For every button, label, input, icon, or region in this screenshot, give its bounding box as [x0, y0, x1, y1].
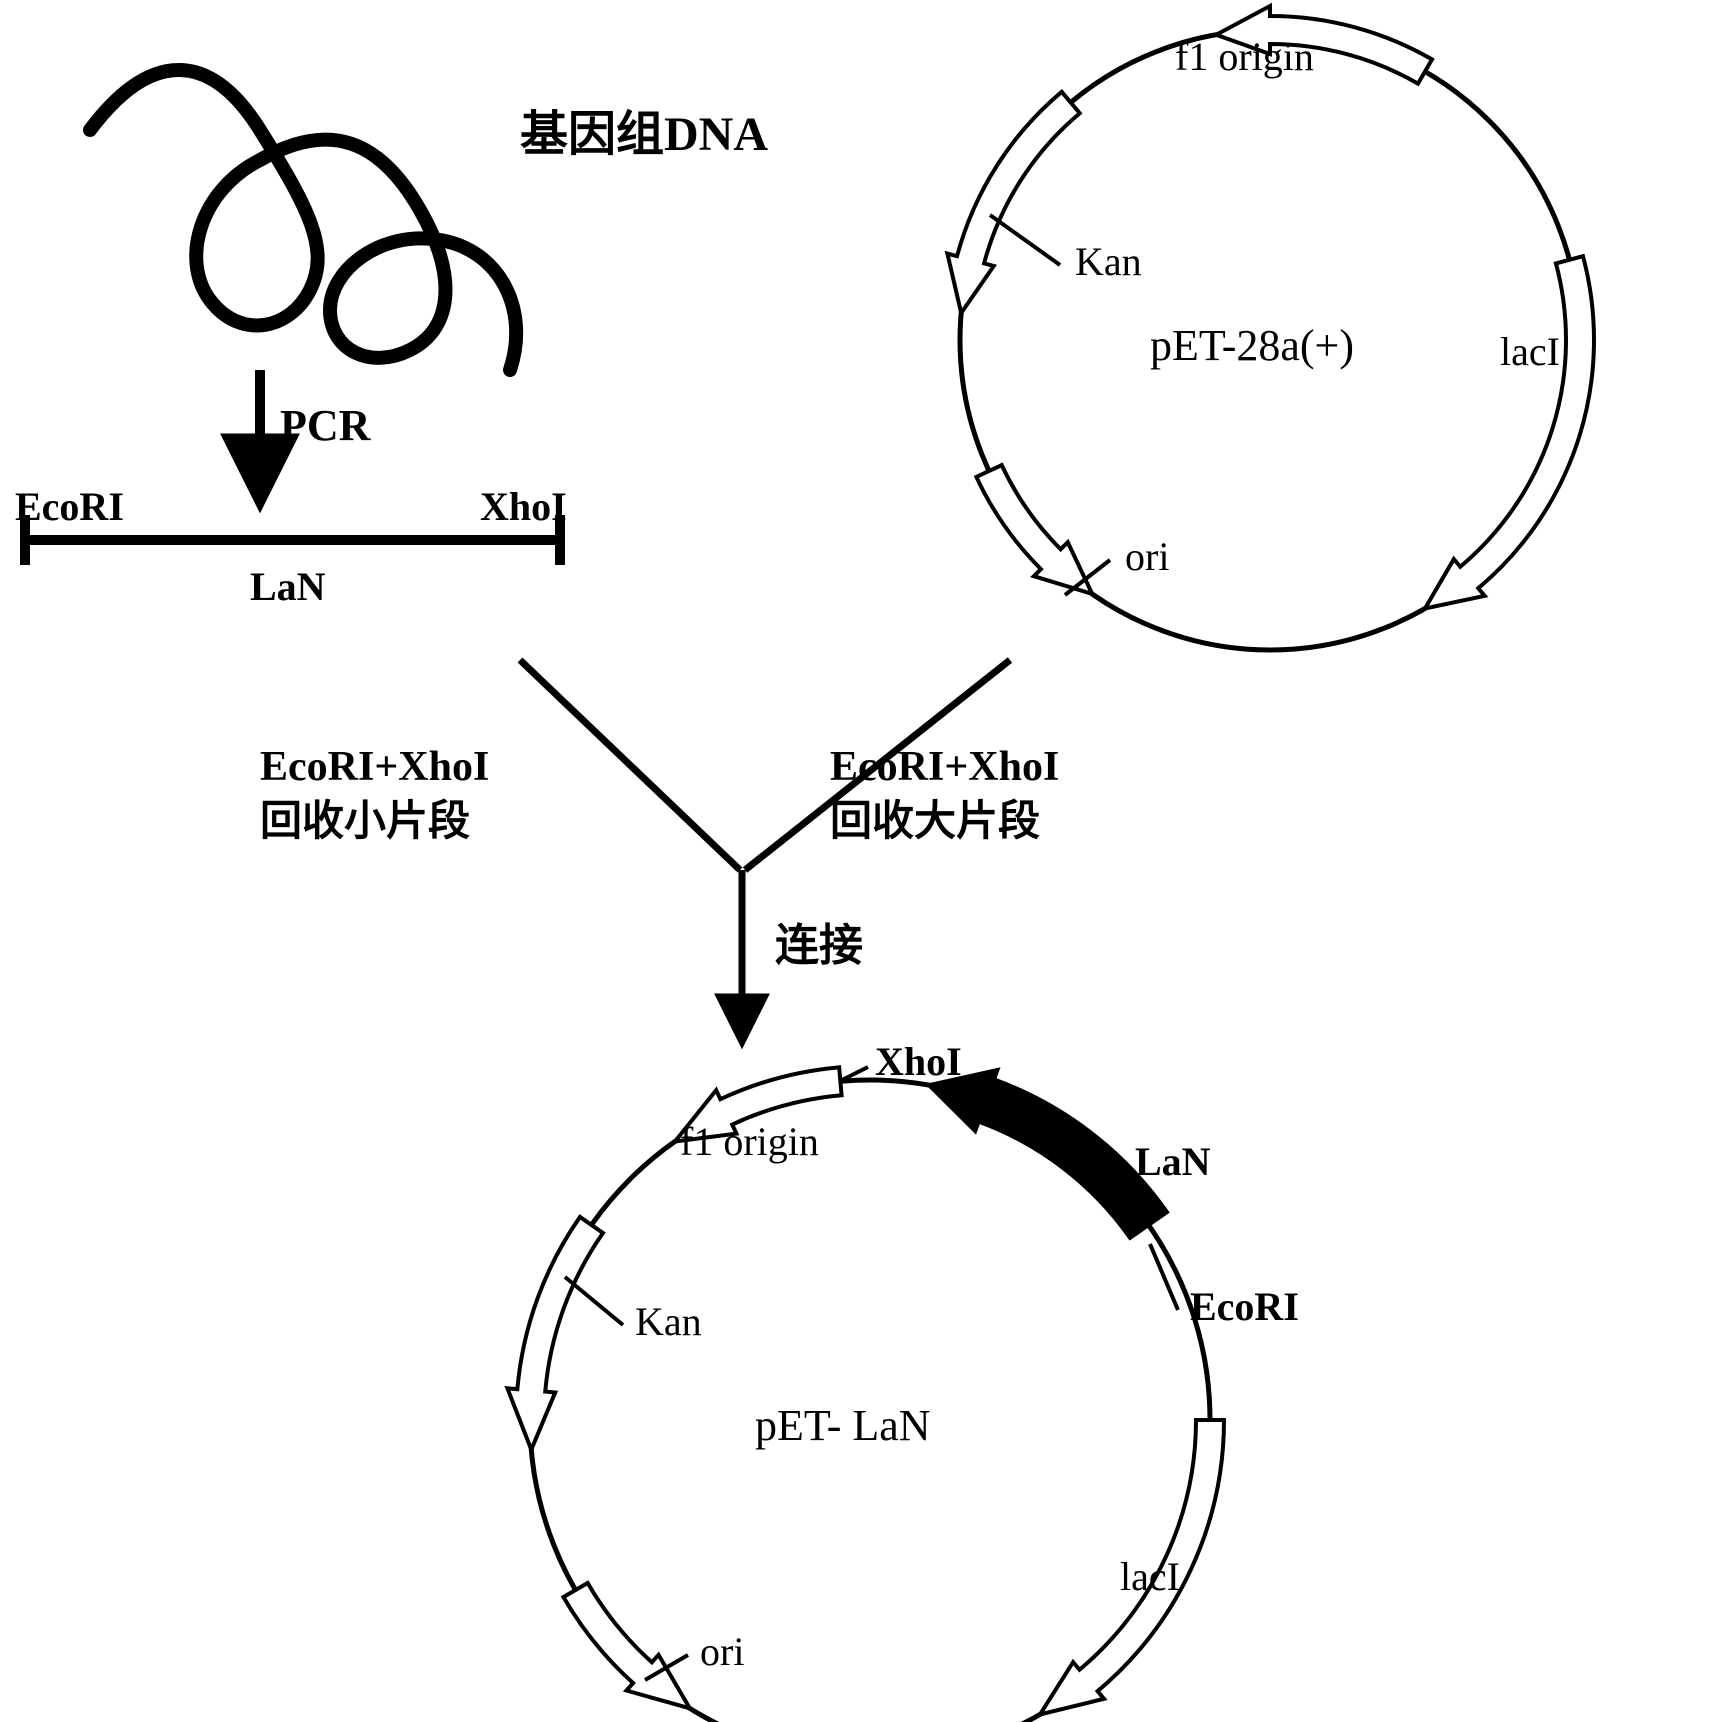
svg-text:ori: ori: [1125, 534, 1169, 579]
svg-text:ori: ori: [700, 1629, 744, 1674]
svg-text:f1 origin: f1 origin: [1175, 34, 1314, 79]
svg-text:f1 origin: f1 origin: [680, 1119, 819, 1164]
plasmid-cloning-diagram: 基因组DNA PCR EcoRI XhoI LaN pET-28a(+) f1 origin…: [0, 0, 1734, 1722]
svg-text:lacI: lacI: [1500, 329, 1560, 374]
ligation-label: 连接: [775, 921, 863, 970]
svg-text:回收小片段: 回收小片段: [260, 798, 470, 845]
svg-text:EcoRI+XhoI: EcoRI+XhoI: [830, 744, 1059, 790]
svg-text:EcoRI: EcoRI: [1190, 1284, 1299, 1329]
plasmid-name: pET-28a(+): [1150, 321, 1354, 370]
ecori-label: EcoRI: [15, 484, 124, 529]
svg-text:Kan: Kan: [635, 1299, 702, 1344]
pcr-label: PCR: [280, 401, 372, 450]
svg-text:lacI: lacI: [1120, 1554, 1180, 1599]
lan-label: LaN: [250, 564, 326, 609]
xhoi-label: XhoI: [480, 484, 567, 529]
svg-text:XhoI: XhoI: [875, 1039, 962, 1084]
genomic-dna-label: 基因组DNA: [520, 108, 768, 161]
svg-text:回收大片段: 回收大片段: [830, 798, 1040, 845]
svg-text:EcoRI+XhoI: EcoRI+XhoI: [260, 744, 489, 790]
svg-text:Kan: Kan: [1075, 239, 1142, 284]
plasmid-name: pET- LaN: [755, 1401, 931, 1450]
svg-text:LaN: LaN: [1135, 1139, 1211, 1184]
